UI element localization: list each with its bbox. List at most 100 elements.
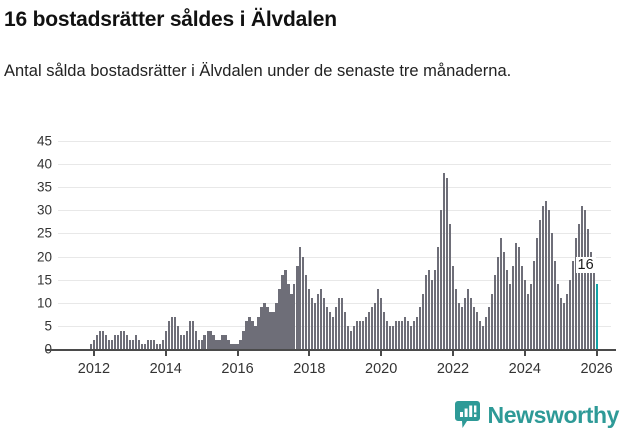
bar[interactable] — [377, 288, 380, 349]
bar[interactable] — [347, 325, 350, 349]
bar[interactable] — [574, 238, 577, 349]
bar[interactable] — [326, 307, 329, 349]
bar[interactable] — [580, 205, 583, 349]
bar[interactable] — [490, 293, 493, 349]
bar[interactable] — [176, 325, 179, 349]
bar[interactable] — [457, 302, 461, 349]
bar[interactable] — [374, 302, 377, 349]
bar[interactable] — [305, 275, 308, 349]
bar[interactable] — [371, 307, 374, 349]
bar[interactable] — [242, 330, 245, 349]
bar[interactable] — [436, 247, 440, 349]
bar[interactable] — [227, 339, 230, 349]
bar[interactable] — [592, 270, 595, 349]
bar[interactable] — [170, 316, 173, 349]
bar[interactable] — [493, 275, 497, 349]
bar[interactable] — [368, 312, 371, 349]
bar[interactable] — [296, 265, 299, 349]
bar[interactable] — [107, 339, 110, 349]
bar[interactable] — [302, 256, 305, 349]
bar[interactable] — [206, 330, 209, 349]
bar[interactable] — [149, 339, 152, 349]
bar[interactable] — [553, 261, 556, 349]
newsworthy-logo[interactable]: Newsworthy — [454, 401, 619, 429]
bar[interactable] — [380, 298, 383, 349]
bar[interactable] — [230, 344, 233, 349]
bar[interactable] — [433, 270, 437, 349]
bar[interactable] — [344, 312, 347, 349]
bar[interactable] — [362, 321, 365, 349]
bar[interactable] — [517, 247, 520, 349]
bar[interactable] — [224, 335, 227, 349]
bar[interactable] — [415, 316, 419, 349]
bar-highlight[interactable] — [595, 284, 598, 349]
bar[interactable] — [245, 321, 248, 349]
bar[interactable] — [248, 316, 251, 349]
bar[interactable] — [140, 344, 143, 349]
bar[interactable] — [508, 284, 511, 349]
bar[interactable] — [122, 330, 125, 349]
bar[interactable] — [221, 335, 224, 349]
bar[interactable] — [439, 210, 443, 349]
bar[interactable] — [520, 265, 523, 349]
bar[interactable] — [523, 279, 526, 349]
bar[interactable] — [275, 302, 278, 349]
bar[interactable] — [529, 284, 532, 349]
bar[interactable] — [445, 177, 449, 349]
bar[interactable] — [188, 321, 191, 349]
bar[interactable] — [92, 339, 96, 349]
bar[interactable] — [128, 339, 131, 349]
bar[interactable] — [278, 288, 281, 349]
bar[interactable] — [335, 307, 338, 349]
bar[interactable] — [104, 335, 107, 349]
bar[interactable] — [185, 330, 188, 349]
bar[interactable] — [562, 302, 565, 349]
bar[interactable] — [556, 284, 559, 349]
bar[interactable] — [167, 321, 170, 349]
bar[interactable] — [460, 307, 464, 349]
bar[interactable] — [538, 219, 541, 349]
bar[interactable] — [215, 339, 218, 349]
bar[interactable] — [589, 251, 592, 349]
bar[interactable] — [395, 321, 398, 349]
bar[interactable] — [341, 298, 344, 349]
bar[interactable] — [526, 293, 529, 349]
bar[interactable] — [263, 302, 266, 349]
bar[interactable] — [472, 307, 476, 349]
bar[interactable] — [338, 298, 341, 349]
bar[interactable] — [272, 312, 275, 349]
bar[interactable] — [212, 335, 215, 349]
bar[interactable] — [586, 228, 589, 349]
bar[interactable] — [158, 344, 161, 349]
bar[interactable] — [101, 330, 104, 349]
bar[interactable] — [194, 330, 197, 349]
bar[interactable] — [505, 270, 508, 349]
bar[interactable] — [323, 298, 326, 349]
bar[interactable] — [356, 321, 359, 349]
bar[interactable] — [155, 344, 158, 349]
bar[interactable] — [541, 205, 544, 349]
bar[interactable] — [233, 344, 236, 349]
bar[interactable] — [257, 316, 260, 349]
bar[interactable] — [463, 298, 467, 349]
bar[interactable] — [119, 330, 122, 349]
bar[interactable] — [400, 321, 404, 349]
bar[interactable] — [182, 335, 185, 349]
bar[interactable] — [404, 316, 407, 349]
bar[interactable] — [239, 339, 242, 349]
bar[interactable] — [95, 335, 98, 349]
bar[interactable] — [89, 344, 93, 349]
bar[interactable] — [448, 224, 452, 349]
bar[interactable] — [209, 330, 212, 349]
bar[interactable] — [547, 210, 550, 349]
bar[interactable] — [266, 307, 269, 349]
bar[interactable] — [137, 339, 140, 349]
bar[interactable] — [353, 325, 356, 349]
bar[interactable] — [110, 339, 113, 349]
bar[interactable] — [113, 335, 116, 349]
bar[interactable] — [311, 298, 314, 349]
bar[interactable] — [116, 335, 119, 349]
bar[interactable] — [418, 307, 422, 349]
bar[interactable] — [544, 201, 547, 349]
bar[interactable] — [481, 325, 485, 349]
